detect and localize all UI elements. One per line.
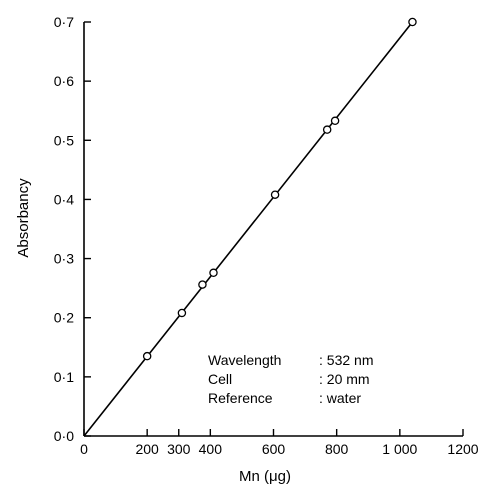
y-tick-label: 0·5 [54, 132, 74, 148]
data-point [177, 308, 187, 318]
x-tick-label: 0 [80, 441, 88, 457]
annotation-label-wavelength: Wavelength [208, 352, 281, 368]
y-tick-label: 0·1 [54, 369, 74, 385]
y-tick-label: 0·3 [54, 251, 74, 267]
annotation-label-reference: Reference [208, 390, 273, 406]
ticks: 0·0 0·1 0·2 0·3 0·4 0·5 0·6 0·7 0 200 300 400 600 800… [54, 14, 479, 457]
annotation-box: Wavelength : 532 nm Cell : 20 mm Referen… [208, 352, 373, 406]
x-tick-label: 600 [262, 441, 286, 457]
annotation-value-cell: : 20 mm [319, 371, 370, 387]
data-point [209, 268, 218, 278]
x-axis-title: Mn (μg) [239, 468, 291, 485]
axes [83, 22, 463, 437]
y-tick-label: 0·7 [54, 14, 74, 30]
x-tick-label: 300 [167, 441, 191, 457]
y-tick-label: 0·6 [54, 73, 74, 89]
data-point [322, 125, 332, 134]
x-tick-label: 1 000 [382, 441, 417, 457]
data-point [330, 116, 340, 126]
y-axis-title: Absorbancy [15, 178, 32, 258]
x-tick-label: 800 [325, 441, 349, 457]
annotation-value-wavelength: : 532 nm [319, 352, 373, 368]
x-tick-label: 1200 [447, 441, 478, 457]
data-point [142, 351, 152, 361]
y-tick-label: 0·2 [54, 310, 74, 326]
fit-line-group [83, 21, 414, 437]
fit-line [83, 21, 414, 437]
data-point [408, 17, 417, 27]
y-tick-label: 0·0 [54, 428, 74, 444]
x-tick-label: 200 [135, 441, 159, 457]
data-point [198, 280, 207, 289]
annotation-value-reference: : water [319, 390, 361, 406]
y-tick-label: 0·4 [54, 191, 74, 207]
x-tick-label: 400 [199, 441, 223, 457]
annotation-label-cell: Cell [208, 371, 232, 387]
data-points [142, 17, 417, 361]
data-point [270, 190, 280, 199]
